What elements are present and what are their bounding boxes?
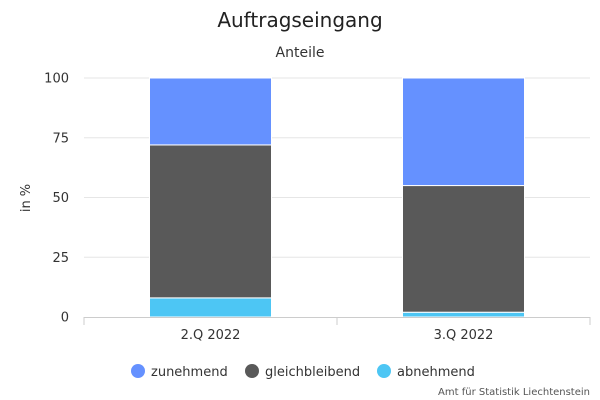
legend-marker [131,364,145,378]
chart-title: Auftragseingang [217,8,382,32]
bar-segment-gleichbleibend[interactable] [149,144,272,299]
bar-segment-zunehmend[interactable] [149,77,272,146]
bar-segment-gleichbleibend[interactable] [402,185,525,313]
bars [149,77,525,318]
legend-item-gleichbleibend[interactable]: gleichbleibend [245,364,360,380]
x-axis: 2.Q 2022 3.Q 2022 [83,317,591,343]
legend-item-zunehmend[interactable]: zunehmend [131,364,228,380]
y-tick-label: 0 [61,311,69,326]
legend[interactable]: zunehmend gleichbleibend abnehmend [131,364,475,380]
legend-item-abnehmend[interactable]: abnehmend [377,364,475,380]
y-tick-label: 75 [52,131,69,146]
y-tick-label: 50 [52,191,69,206]
y-tick-label: 25 [52,251,69,266]
x-tick-label: 2.Q 2022 [181,328,241,343]
x-tick-label: 3.Q 2022 [434,328,494,343]
legend-marker [377,364,391,378]
bar-segment-abnehmend[interactable] [149,297,272,318]
y-axis-title: in % [19,184,34,212]
y-tick-label: 100 [44,72,69,87]
credit-text[interactable]: Amt für Statistik Liechtenstein [438,387,590,398]
legend-label: zunehmend [151,365,228,380]
bar-segment-zunehmend[interactable] [402,77,525,187]
y-axis-ticks: 0 25 50 75 100 [44,72,69,326]
bar-segment-abnehmend[interactable] [402,311,525,318]
legend-label: gleichbleibend [265,365,360,380]
legend-marker [245,364,259,378]
legend-label: abnehmend [397,365,475,380]
chart-subtitle: Anteile [276,45,325,61]
